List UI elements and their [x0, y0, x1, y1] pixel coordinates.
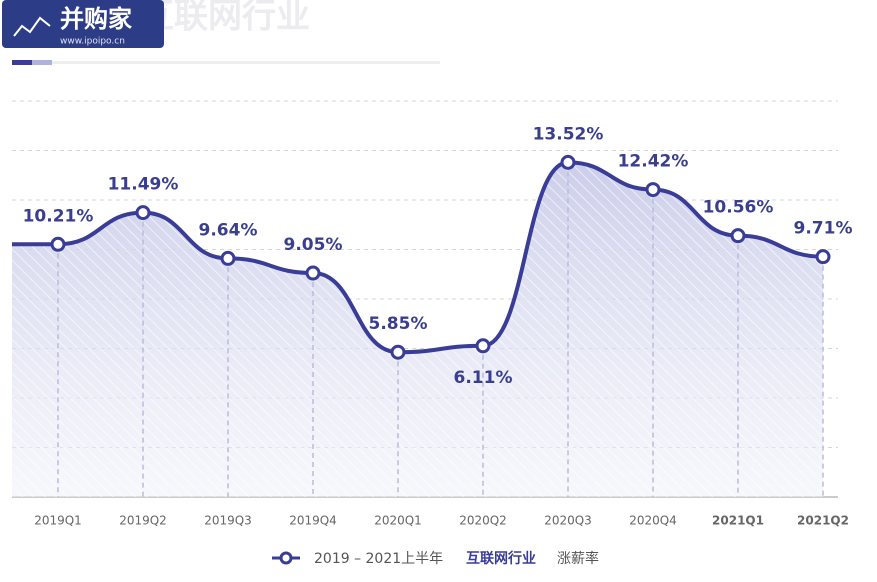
value-label: 10.56% — [703, 198, 774, 218]
x-tick-label: 2020Q2 — [459, 514, 507, 528]
area-hatch — [12, 162, 823, 497]
point — [475, 338, 491, 354]
x-tick-label: 2019Q1 — [34, 514, 82, 528]
point — [220, 250, 236, 266]
watermark-box — [2, 0, 164, 48]
x-tick-label: 2019Q2 — [119, 514, 167, 528]
value-label: 6.11% — [454, 368, 513, 388]
point — [305, 265, 321, 281]
deco — [32, 60, 52, 65]
line — [57, 160, 824, 355]
watermark-url: www.ipoipo.cn — [60, 37, 125, 47]
legend-prefix: 2019 – 2021上半年 — [314, 551, 443, 567]
x-tick-label: 2021Q1 — [712, 514, 764, 528]
legend: 2019 – 2021上半年 互联网行业 涨薪率 — [272, 550, 599, 567]
watermark-logo: 并购家 — [60, 5, 132, 33]
x-tick-label: 2019Q4 — [289, 514, 337, 528]
value-label: 9.05% — [284, 235, 343, 255]
point — [560, 154, 576, 170]
value-label: 9.64% — [199, 220, 258, 240]
chart-title: 互联网行业 — [140, 0, 310, 37]
value-label: 11.49% — [108, 175, 179, 195]
point — [815, 249, 831, 265]
point — [390, 344, 406, 360]
point — [645, 182, 661, 198]
point — [730, 228, 746, 244]
legend-marker — [279, 551, 293, 565]
x-tick-label: 2020Q1 — [374, 514, 422, 528]
value-label: 5.85% — [369, 314, 428, 334]
point — [135, 205, 151, 221]
deco — [52, 61, 440, 64]
value-label: 10.21% — [23, 206, 94, 226]
watermark: 并购家 www.ipoipo.cn — [2, 0, 164, 48]
x-tick-label: 2021Q2 — [797, 514, 849, 528]
value-label: 12.42% — [618, 152, 689, 172]
value-label: 9.71% — [794, 219, 853, 239]
value-label: 13.52% — [533, 124, 604, 144]
x-tick-label: 2020Q4 — [629, 514, 677, 528]
x-tick-label: 2019Q3 — [204, 514, 252, 528]
point — [50, 236, 66, 252]
x-tick-label: 2020Q3 — [544, 514, 592, 528]
legend-label: 互联网行业 — [466, 550, 536, 567]
legend-suffix: 涨薪率 — [557, 550, 599, 567]
deco — [12, 60, 32, 65]
